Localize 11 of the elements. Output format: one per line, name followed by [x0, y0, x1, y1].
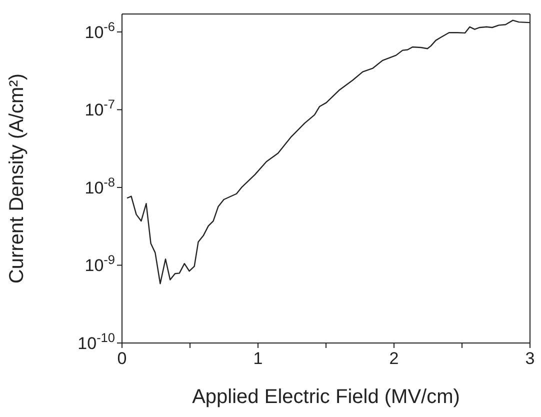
- x-tick-label: 1: [253, 349, 263, 368]
- y-axis-title: Current Density (A/cm²): [6, 73, 28, 284]
- y-tick-label: 10$^{-10}$: [78, 330, 115, 353]
- x-tick-label: 2: [389, 349, 399, 368]
- y-tick-label: 10$^{-7}$: [84, 96, 115, 120]
- x-tick-label: 0: [117, 349, 127, 368]
- y-tick-label: 10$^{-9}$: [84, 252, 115, 276]
- x-tick-label: 3: [525, 349, 535, 368]
- y-tick-label: 10$^{-6}$: [84, 18, 115, 42]
- y-tick-label: 10$^{-8}$: [84, 174, 115, 198]
- x-axis-title: Applied Electric Field (MV/cm): [192, 386, 460, 408]
